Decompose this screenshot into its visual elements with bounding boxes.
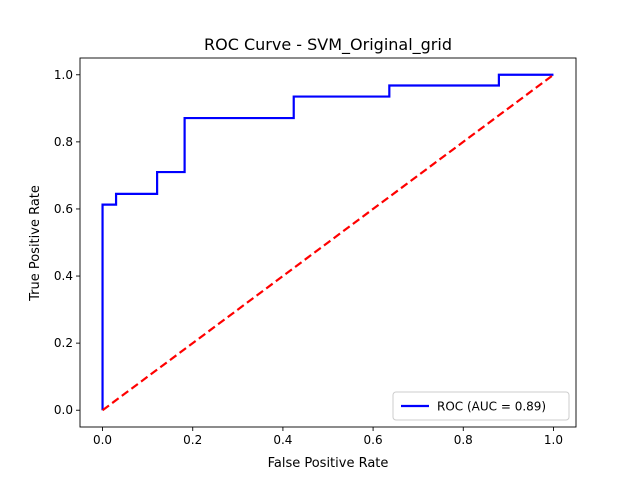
legend-label: ROC (AUC = 0.89) [437, 400, 546, 414]
x-tick-label: 0.8 [454, 433, 473, 447]
x-axis-label: False Positive Rate [268, 456, 389, 471]
y-tick-label: 0.0 [54, 403, 73, 417]
chance-diagonal-line [101, 73, 555, 412]
y-tick-label: 0.6 [54, 202, 73, 216]
chart-title: ROC Curve - SVM_Original_grid [204, 35, 452, 55]
y-tick-label: 0.8 [54, 135, 73, 149]
legend: ROC (AUC = 0.89) [392, 391, 570, 421]
plot-area [101, 73, 555, 412]
x-tick-label: 0.2 [183, 433, 202, 447]
y-tick-label: 0.2 [54, 336, 73, 350]
y-axis-label: True Positive Rate [28, 185, 43, 302]
y-tick-label: 0.4 [54, 269, 73, 283]
axes-frame [79, 57, 577, 428]
x-tick-label: 0.0 [93, 433, 112, 447]
x-tick-label: 0.4 [273, 433, 292, 447]
axes: 0.0 0.2 0.4 0.6 0.8 1.0 0.0 0.2 0.4 0.6 0.8 1.0 [54, 57, 577, 447]
x-tick-label: 0.6 [364, 433, 383, 447]
roc-curve-line [101, 73, 554, 411]
y-tick-label: 1.0 [54, 68, 73, 82]
x-tick-label: 1.0 [544, 433, 563, 447]
legend-box [392, 391, 570, 421]
